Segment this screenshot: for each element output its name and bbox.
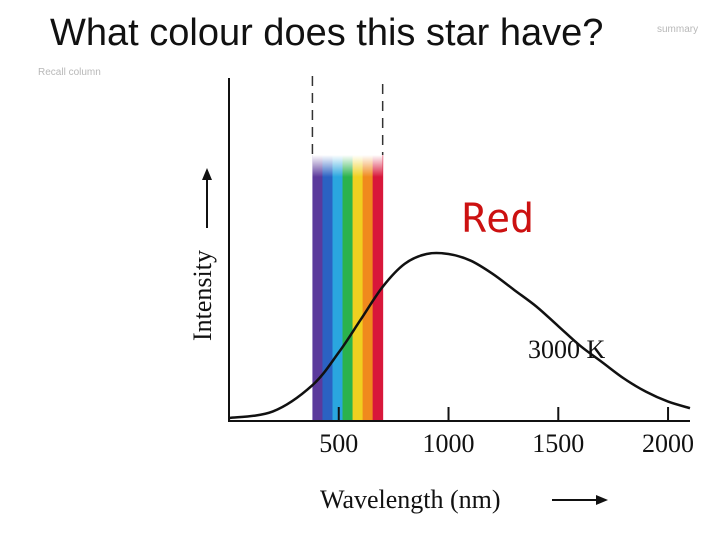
x-axis-arrow-head bbox=[596, 495, 608, 505]
slide-title: What colour does this star have? bbox=[50, 12, 604, 54]
answer-text: Red bbox=[462, 196, 535, 242]
visible-band-stripe bbox=[372, 155, 384, 420]
visible-band-stripe bbox=[332, 155, 344, 420]
x-tick-label: 1500 bbox=[532, 429, 584, 458]
x-tick-label: 500 bbox=[319, 429, 358, 458]
y-axis-arrow-head bbox=[202, 168, 212, 180]
y-axis-label-group: Intensity bbox=[188, 168, 217, 341]
y-axis-label: Intensity bbox=[188, 250, 217, 341]
visible-spectrum-fade bbox=[312, 155, 383, 177]
x-tick-label: 1000 bbox=[423, 429, 475, 458]
visible-band-stripe bbox=[352, 155, 364, 420]
visible-spectrum-band bbox=[312, 155, 384, 420]
recall-column-link[interactable]: Recall column bbox=[38, 67, 101, 78]
series-3000k-label: 3000 K bbox=[528, 335, 606, 364]
x-axis-label-group: Wavelength (nm) bbox=[320, 485, 608, 514]
visible-band-stripe bbox=[342, 155, 354, 420]
x-tick-label: 2000 bbox=[642, 429, 694, 458]
series-3000k-curve bbox=[228, 251, 691, 420]
visible-band-stripe bbox=[322, 155, 333, 420]
visible-band-stripe bbox=[362, 155, 374, 420]
x-axis-label: Wavelength (nm) bbox=[320, 485, 501, 514]
visible-band-stripe bbox=[312, 155, 323, 420]
summary-link[interactable]: summary bbox=[657, 24, 699, 35]
